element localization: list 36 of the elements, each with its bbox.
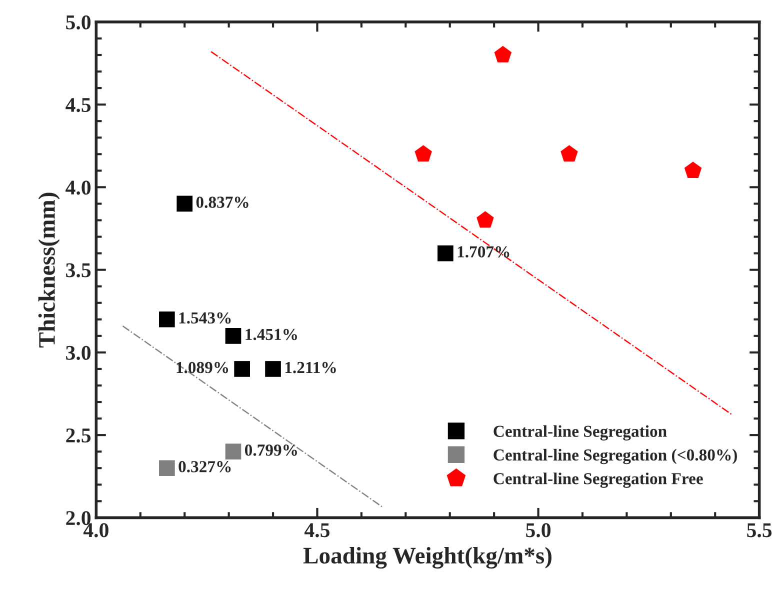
legend-label: Central-line Segregation (<0.80%) <box>494 448 737 464</box>
annotation: 1.211% <box>285 362 336 374</box>
point <box>414 145 432 162</box>
y-axis-title: Thickness(mm) <box>38 192 60 348</box>
legend-label: Central-line Segregation Free <box>494 472 703 488</box>
point <box>265 361 281 377</box>
y-tick-label: 4.0 <box>66 180 91 195</box>
point <box>560 145 578 162</box>
y-tick-label: 2.0 <box>66 511 91 526</box>
x-tick-label: 5.5 <box>747 523 772 538</box>
point <box>159 311 175 328</box>
annotation: 1.451% <box>246 328 297 340</box>
annotation: 0.799% <box>244 444 297 456</box>
y-tick-label: 3.0 <box>66 346 91 360</box>
x-axis-title: Loading Weight(kg/m*s) <box>303 547 552 569</box>
point <box>176 196 193 212</box>
point <box>494 46 512 62</box>
y-tick-label: 2.5 <box>66 428 91 443</box>
point <box>159 460 175 476</box>
annotation: 1.543% <box>179 312 231 324</box>
point <box>234 361 250 377</box>
point <box>225 328 242 344</box>
annotation: 0.327% <box>178 461 231 472</box>
point <box>225 444 242 460</box>
y-tick-label: 4.5 <box>66 98 91 112</box>
x-tick-label: 5.0 <box>526 523 551 538</box>
annotation: 0.837% <box>196 196 248 208</box>
x-tick-label: 4.5 <box>304 523 330 538</box>
legend-label: Central-line Segregation <box>494 425 667 440</box>
y-tick-label: 5.0 <box>66 15 91 30</box>
x-tick-label: 4.0 <box>83 523 108 538</box>
point <box>684 162 702 178</box>
point <box>476 211 494 228</box>
annotation: 1.089% <box>176 362 228 374</box>
point <box>438 245 454 262</box>
y-tick-label: 3.5 <box>66 263 91 278</box>
